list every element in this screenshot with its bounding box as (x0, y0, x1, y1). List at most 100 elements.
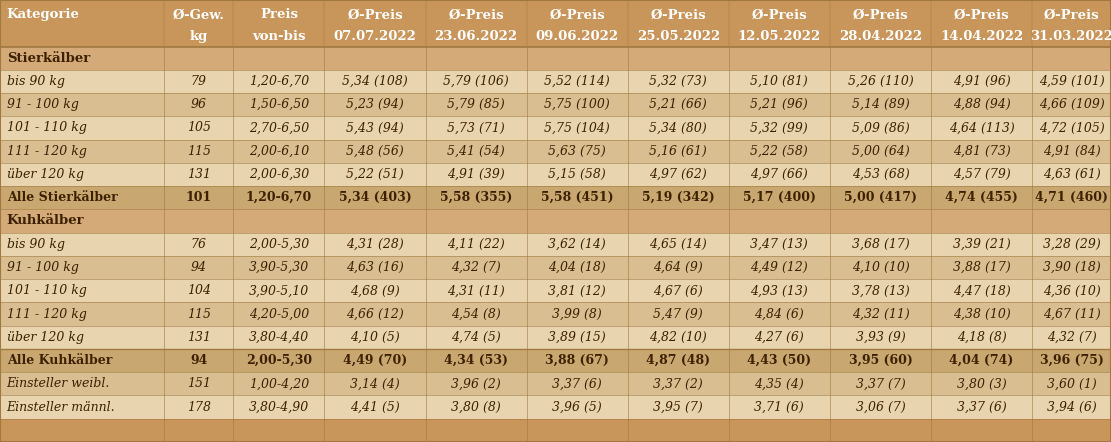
Text: 131: 131 (187, 168, 211, 181)
Text: 14.04.2022: 14.04.2022 (940, 30, 1023, 43)
Text: 4,04 (18): 4,04 (18) (549, 261, 605, 274)
Text: 101: 101 (186, 191, 212, 204)
Text: 31.03.2022: 31.03.2022 (1030, 30, 1111, 43)
Text: Kategorie: Kategorie (7, 8, 80, 21)
Text: Ø-Preis: Ø-Preis (448, 8, 504, 21)
Text: über 120 kg: über 120 kg (7, 168, 83, 181)
Text: 4,32 (7): 4,32 (7) (451, 261, 501, 274)
Text: 4,84 (6): 4,84 (6) (754, 308, 804, 320)
Text: 3,37 (6): 3,37 (6) (957, 400, 1007, 414)
Text: 25.05.2022: 25.05.2022 (637, 30, 720, 43)
Text: 131: 131 (187, 331, 211, 344)
Text: 3,37 (7): 3,37 (7) (855, 377, 905, 390)
Text: 3,71 (6): 3,71 (6) (754, 400, 804, 414)
Bar (0, 396, 1111, 419)
Text: 4,36 (10): 4,36 (10) (1043, 284, 1100, 297)
Text: 5,79 (85): 5,79 (85) (448, 98, 504, 111)
Bar (0, 232, 1111, 256)
Text: 3,14 (4): 3,14 (4) (350, 377, 400, 390)
Text: 4,59 (101): 4,59 (101) (1039, 75, 1104, 88)
Text: Einsteller weibl.: Einsteller weibl. (7, 377, 110, 390)
Text: 3,80 (8): 3,80 (8) (451, 400, 501, 414)
Text: 4,82 (10): 4,82 (10) (650, 331, 707, 344)
Text: 5,34 (80): 5,34 (80) (650, 122, 707, 134)
Text: 3,94 (6): 3,94 (6) (1047, 400, 1097, 414)
Text: 4,67 (6): 4,67 (6) (653, 284, 703, 297)
Text: Einsteller männl.: Einsteller männl. (7, 400, 116, 414)
Text: 3,39 (21): 3,39 (21) (953, 238, 1010, 251)
Text: 4,72 (105): 4,72 (105) (1039, 122, 1104, 134)
Text: 4,18 (8): 4,18 (8) (957, 331, 1007, 344)
Text: 105: 105 (187, 122, 211, 134)
Bar (0, 210, 1111, 232)
Text: Ø-Preis: Ø-Preis (650, 8, 707, 21)
Text: 5,22 (58): 5,22 (58) (751, 145, 808, 158)
Text: 5,26 (110): 5,26 (110) (848, 75, 913, 88)
Text: bis 90 kg: bis 90 kg (7, 75, 64, 88)
Text: 3,96 (2): 3,96 (2) (451, 377, 501, 390)
Text: über 120 kg: über 120 kg (7, 331, 83, 344)
Text: 3,96 (75): 3,96 (75) (1040, 354, 1103, 367)
Text: 4,66 (109): 4,66 (109) (1039, 98, 1104, 111)
Text: 5,00 (417): 5,00 (417) (844, 191, 917, 204)
Text: 5,47 (9): 5,47 (9) (653, 308, 703, 320)
Text: von-bis: von-bis (252, 30, 306, 43)
Text: 23.06.2022: 23.06.2022 (434, 30, 518, 43)
Text: 4,71 (460): 4,71 (460) (1035, 191, 1108, 204)
Text: Alle Stierkälber: Alle Stierkälber (7, 191, 118, 204)
Text: bis 90 kg: bis 90 kg (7, 238, 64, 251)
Text: 5,41 (54): 5,41 (54) (448, 145, 504, 158)
Text: 94: 94 (190, 354, 208, 367)
Bar (0, 302, 1111, 326)
Text: 3,89 (15): 3,89 (15) (549, 331, 605, 344)
Text: 3,96 (5): 3,96 (5) (552, 400, 602, 414)
Text: 5,73 (71): 5,73 (71) (448, 122, 504, 134)
Text: 4,81 (73): 4,81 (73) (953, 145, 1010, 158)
Text: 5,00 (64): 5,00 (64) (852, 145, 909, 158)
Text: 4,66 (12): 4,66 (12) (347, 308, 403, 320)
Bar (0, 372, 1111, 396)
Text: 4,67 (11): 4,67 (11) (1043, 308, 1100, 320)
Text: 4,31 (11): 4,31 (11) (448, 284, 504, 297)
Text: 5,09 (86): 5,09 (86) (852, 122, 909, 134)
Text: 3,06 (7): 3,06 (7) (855, 400, 905, 414)
Text: 1,20-6,70: 1,20-6,70 (246, 191, 312, 204)
Bar (0, 279, 1111, 302)
Text: 4,27 (6): 4,27 (6) (754, 331, 804, 344)
Text: 4,32 (11): 4,32 (11) (852, 308, 909, 320)
Text: 4,41 (5): 4,41 (5) (350, 400, 400, 414)
Text: 101 - 110 kg: 101 - 110 kg (7, 122, 87, 134)
Text: 07.07.2022: 07.07.2022 (333, 30, 417, 43)
Text: 5,22 (51): 5,22 (51) (347, 168, 403, 181)
Text: 3,93 (9): 3,93 (9) (855, 331, 905, 344)
Text: Ø-Preis: Ø-Preis (1043, 8, 1100, 21)
Text: kg: kg (190, 30, 208, 43)
Text: 91 - 100 kg: 91 - 100 kg (7, 98, 79, 111)
Text: 4,97 (62): 4,97 (62) (650, 168, 707, 181)
Text: 151: 151 (187, 377, 211, 390)
Text: 5,75 (104): 5,75 (104) (544, 122, 610, 134)
Text: 4,63 (16): 4,63 (16) (347, 261, 403, 274)
Text: 5,34 (403): 5,34 (403) (339, 191, 411, 204)
Text: 3,80-4,90: 3,80-4,90 (249, 400, 309, 414)
Text: 111 - 120 kg: 111 - 120 kg (7, 145, 87, 158)
Text: 3,68 (17): 3,68 (17) (852, 238, 909, 251)
Text: 4,10 (5): 4,10 (5) (350, 331, 400, 344)
Text: 4,31 (28): 4,31 (28) (347, 238, 403, 251)
Text: 1,50-6,50: 1,50-6,50 (249, 98, 309, 111)
Bar (0, 186, 1111, 210)
Text: 5,43 (94): 5,43 (94) (347, 122, 403, 134)
Text: 3,80-4,40: 3,80-4,40 (249, 331, 309, 344)
Text: 91 - 100 kg: 91 - 100 kg (7, 261, 79, 274)
Text: 4,34 (53): 4,34 (53) (444, 354, 508, 367)
Text: Ø-Preis: Ø-Preis (953, 8, 1010, 21)
Text: 101 - 110 kg: 101 - 110 kg (7, 284, 87, 297)
Text: 104: 104 (187, 284, 211, 297)
Text: 5,52 (114): 5,52 (114) (544, 75, 610, 88)
Text: 3,60 (1): 3,60 (1) (1047, 377, 1097, 390)
Bar (0, 163, 1111, 186)
Text: 4,87 (48): 4,87 (48) (647, 354, 710, 367)
Text: 2,00-6,30: 2,00-6,30 (249, 168, 309, 181)
Text: Stierkälber: Stierkälber (7, 52, 90, 65)
Text: 4,93 (13): 4,93 (13) (751, 284, 808, 297)
